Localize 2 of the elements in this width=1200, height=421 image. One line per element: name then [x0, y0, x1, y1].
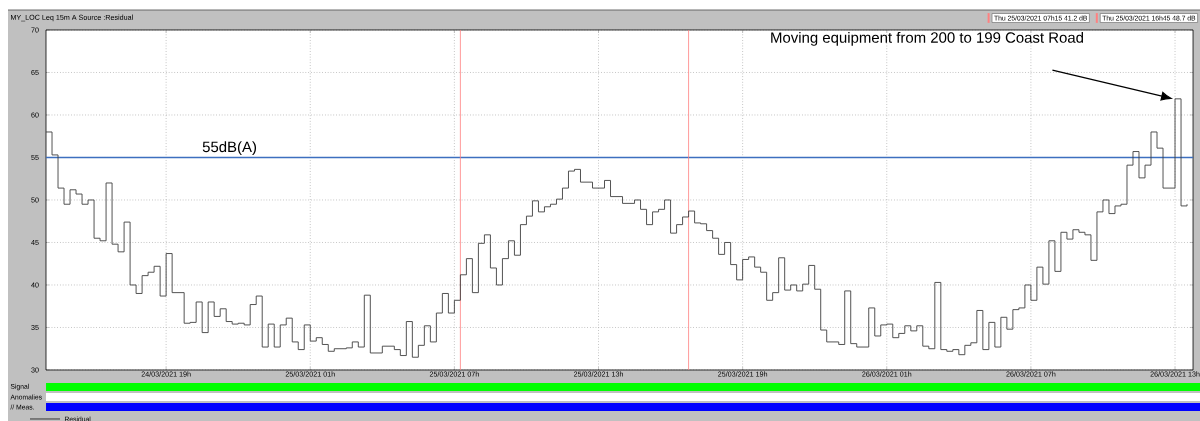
annotation: Moving equipment from 200 to 199 Coast Road [771, 31, 1083, 46]
ref-line-label: 55dB(A) [202, 141, 257, 156]
